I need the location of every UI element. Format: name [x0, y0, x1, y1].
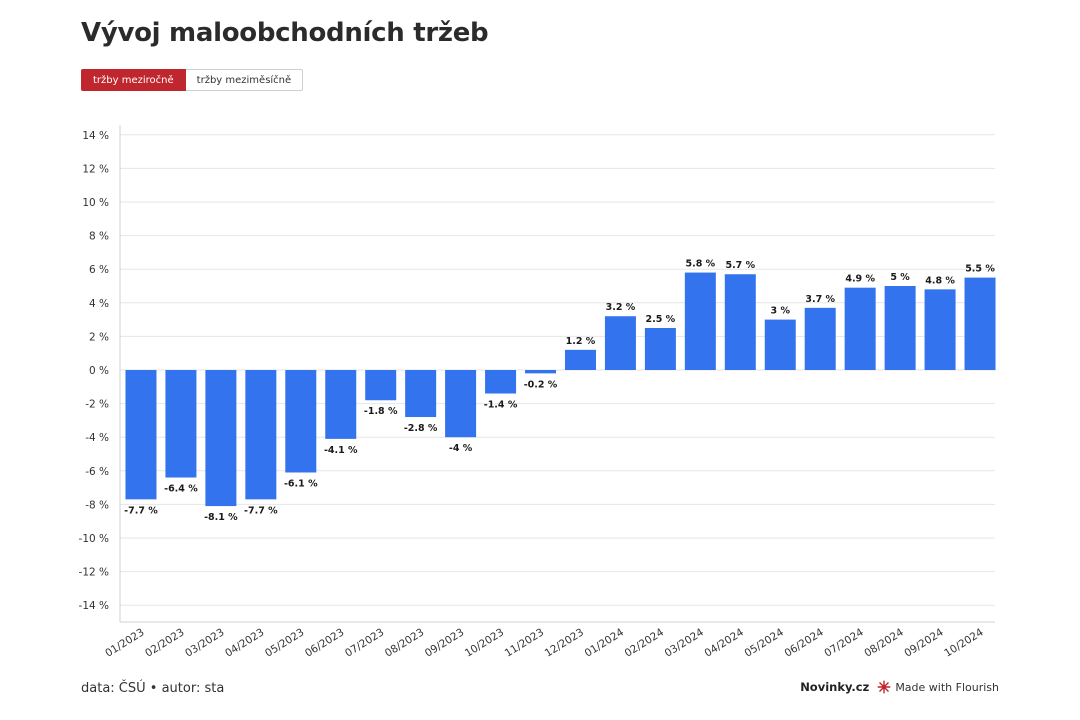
y-tick-label: -12 %: [79, 567, 109, 579]
x-tick-label: 10/2024: [942, 626, 986, 659]
y-tick-label: -4 %: [85, 432, 109, 444]
bar-value-label: 3 %: [771, 306, 791, 317]
x-tick-label: 01/2023: [103, 626, 146, 659]
bar: [884, 286, 916, 370]
bar: [445, 370, 477, 438]
y-tick-label: -14 %: [79, 600, 109, 612]
bar: [285, 370, 317, 473]
bar: [844, 287, 876, 370]
x-tick-label: 10/2023: [463, 626, 506, 659]
source-credit: data: ČSÚ • autor: sta: [81, 681, 225, 696]
y-tick-label: 2 %: [89, 331, 109, 343]
bar-value-label: 4.8 %: [925, 275, 955, 286]
flourish-credit[interactable]: Made with Flourish: [877, 680, 999, 694]
bar-value-label: -6.4 %: [164, 484, 198, 495]
bar: [125, 370, 157, 500]
bar-value-label: 5 %: [890, 272, 910, 283]
flourish-icon: [877, 680, 891, 694]
tab-monthly-sales[interactable]: tržby meziměsíčně: [185, 69, 304, 91]
y-tick-label: 12 %: [82, 163, 109, 175]
y-tick-label: -8 %: [85, 499, 109, 511]
x-tick-label: 06/2023: [303, 626, 346, 659]
y-tick-label: -6 %: [85, 466, 109, 478]
bar: [924, 289, 956, 370]
bar-value-label: -6.1 %: [284, 478, 318, 489]
bar: [764, 319, 796, 370]
flourish-label: Made with Flourish: [895, 680, 999, 694]
tab-yearly-sales[interactable]: tržby meziročně: [81, 69, 186, 91]
bar-value-label: 5.7 %: [725, 260, 755, 271]
x-tick-label: 11/2023: [503, 626, 546, 659]
bar: [604, 316, 636, 370]
x-tick-label: 09/2024: [902, 626, 946, 659]
x-tick-label: 07/2024: [822, 626, 866, 659]
bar: [165, 370, 197, 478]
bar: [644, 328, 676, 370]
bar-value-label: -4.1 %: [324, 445, 358, 456]
x-tick-label: 07/2023: [343, 626, 386, 659]
y-tick-label: 4 %: [89, 298, 109, 310]
bar: [205, 370, 237, 507]
x-tick-label: 08/2024: [862, 626, 906, 659]
bar-value-label: -8.1 %: [204, 512, 238, 523]
bar: [485, 370, 517, 394]
x-tick-label: 05/2023: [263, 626, 306, 659]
footer-branding: Novinky.cz Made with Flourish: [800, 680, 999, 694]
bar: [405, 370, 437, 418]
bar: [564, 349, 596, 370]
x-tick-label: 06/2024: [782, 626, 826, 659]
x-tick-label: 04/2023: [223, 626, 266, 659]
bar: [365, 370, 397, 401]
bar: [325, 370, 357, 439]
bar-value-label: 2.5 %: [646, 314, 676, 325]
x-tick-label: 12/2023: [543, 626, 586, 659]
bar-value-label: -4 %: [449, 443, 473, 454]
bar-value-label: 3.2 %: [606, 302, 636, 313]
bar: [804, 307, 836, 370]
x-tick-label: 01/2024: [583, 626, 627, 659]
bar-value-label: 4.9 %: [845, 274, 875, 285]
bar-value-label: -7.7 %: [244, 505, 278, 516]
y-tick-label: 6 %: [89, 264, 109, 276]
y-tick-label: 14 %: [82, 130, 109, 142]
view-toggle: tržby meziročně tržby meziměsíčně: [81, 69, 304, 91]
x-tick-label: 05/2024: [742, 626, 786, 659]
bar-value-label: -1.4 %: [484, 400, 518, 411]
x-tick-label: 04/2024: [703, 626, 747, 659]
x-tick-label: 03/2023: [183, 626, 226, 659]
y-tick-label: -2 %: [85, 399, 109, 411]
x-tick-label: 09/2023: [423, 626, 466, 659]
brand-logo[interactable]: Novinky.cz: [800, 680, 870, 694]
bar: [245, 370, 277, 500]
x-tick-label: 08/2023: [383, 626, 426, 659]
bar: [964, 277, 996, 370]
bar: [684, 272, 716, 370]
bar-value-label: 1.2 %: [566, 336, 596, 347]
y-tick-label: -10 %: [79, 533, 109, 545]
bar-value-label: -1.8 %: [364, 406, 398, 417]
bar-value-label: 5.8 %: [686, 259, 716, 270]
x-tick-label: 03/2024: [663, 626, 707, 659]
bar-value-label: -0.2 %: [524, 379, 558, 390]
y-tick-label: 10 %: [82, 197, 109, 209]
bar-value-label: 5.5 %: [965, 264, 995, 275]
chart-title: Vývoj maloobchodních tržeb: [81, 18, 489, 48]
bar: [525, 370, 557, 374]
bar: [724, 274, 756, 370]
x-tick-label: 02/2023: [143, 626, 186, 659]
bar-value-label: 3.7 %: [805, 294, 835, 305]
bar-value-label: -7.7 %: [124, 505, 158, 516]
y-tick-label: 0 %: [89, 365, 109, 377]
bar-value-label: -2.8 %: [404, 423, 438, 434]
y-tick-label: 8 %: [89, 231, 109, 243]
x-tick-label: 02/2024: [623, 626, 667, 659]
